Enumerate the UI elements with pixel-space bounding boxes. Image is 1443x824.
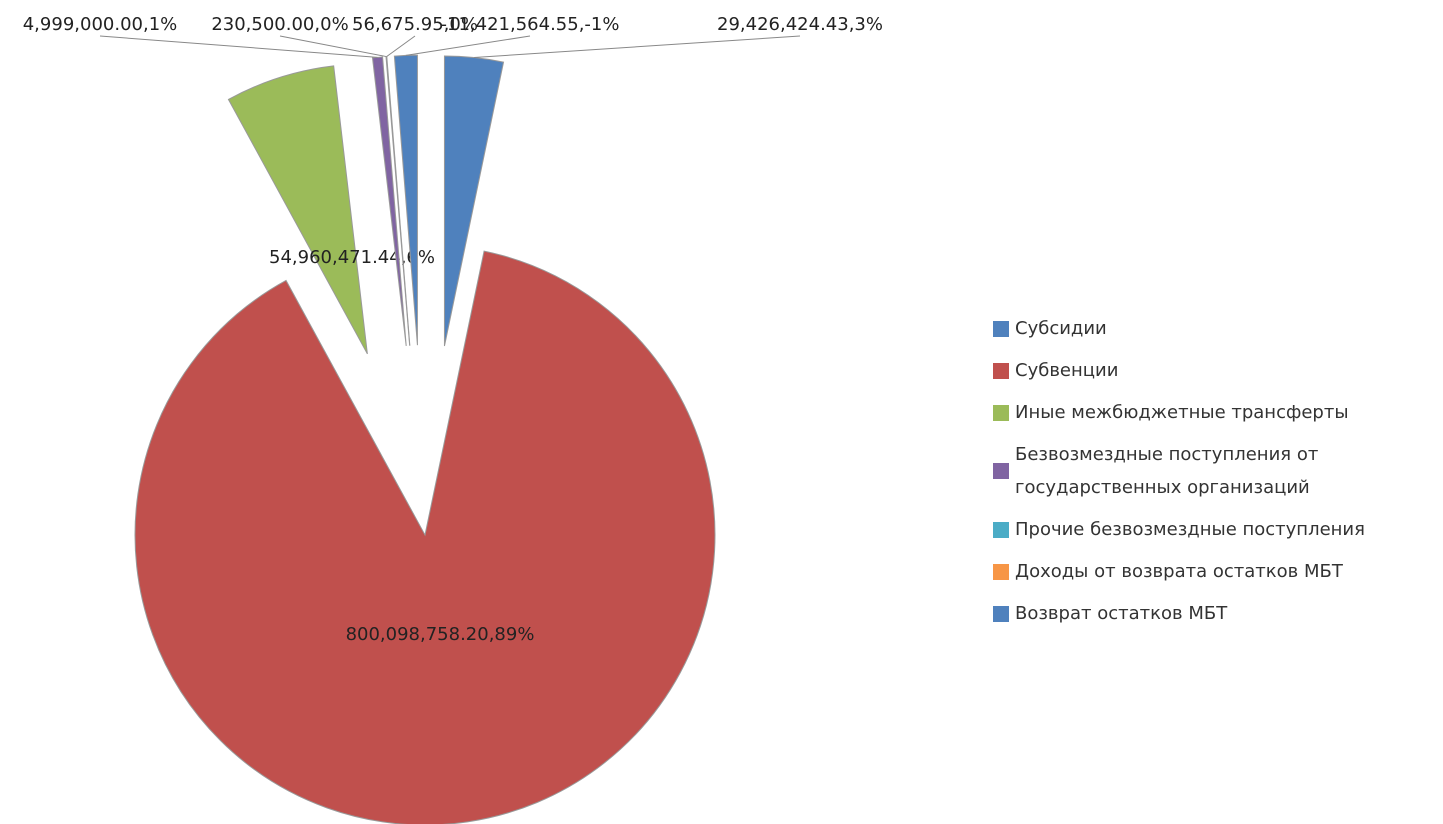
legend-label: Доходы от возврата остатков МБТ <box>1015 561 1343 582</box>
leader-line <box>99 35 378 58</box>
legend-label: Безвозмездные поступления от государстве… <box>1015 444 1319 498</box>
legend-swatch <box>993 404 1009 421</box>
legend-item: Иные межбюджетные трансферты <box>993 396 1438 429</box>
legend-item: Субсидии <box>993 312 1438 345</box>
pie-slice <box>443 55 505 347</box>
pie-slice <box>134 250 716 824</box>
legend-item: Прочие безвозмездные поступления <box>993 513 1438 546</box>
chart: 29,426,424.43,3% 800,098,758.20,89% 54,960… <box>23 14 883 824</box>
legend-label: Субсидии <box>1015 318 1107 339</box>
leader-line <box>405 35 531 56</box>
pie-slice <box>371 56 407 346</box>
legend-swatch <box>993 563 1009 580</box>
data-label: 230,500.00,0% <box>211 14 348 35</box>
data-label: -11,421,564.55,-1% <box>441 14 620 35</box>
legend-label: Прочие безвозмездные поступления <box>1015 519 1365 540</box>
legend-item: Безвозмездные поступления от государстве… <box>993 438 1438 504</box>
data-label: 4,999,000.00,1% <box>23 14 178 35</box>
legend-item: Возврат остатков МБТ <box>993 597 1438 630</box>
legend-label: Иные межбюджетные трансферты <box>1015 402 1349 423</box>
legend-label: Возврат остатков МБТ <box>1015 603 1228 624</box>
pie-slice <box>227 65 368 355</box>
legend-swatch <box>993 605 1009 622</box>
leader-line <box>386 35 416 57</box>
legend-swatch <box>993 463 1009 479</box>
legend-item: Субвенции <box>993 354 1438 387</box>
pie-slice <box>393 54 418 346</box>
leader-line <box>474 35 801 59</box>
legend-label: Субвенции <box>1015 360 1119 381</box>
legend-swatch <box>993 521 1009 538</box>
leader-line <box>279 35 387 58</box>
data-label: 800,098,758.20,89% <box>346 624 535 645</box>
legend-swatch <box>993 362 1009 379</box>
data-label: 54,960,471.44,6% <box>269 247 435 268</box>
legend: Субсидии Субвенции Иные межбюджетные транс… <box>993 312 1438 639</box>
legend-swatch <box>993 320 1009 337</box>
data-label: 29,426,424.43,3% <box>717 14 883 35</box>
data-label: 56,675.95,0% <box>352 14 478 35</box>
legend-item: Доходы от возврата остатков МБТ <box>993 555 1438 588</box>
